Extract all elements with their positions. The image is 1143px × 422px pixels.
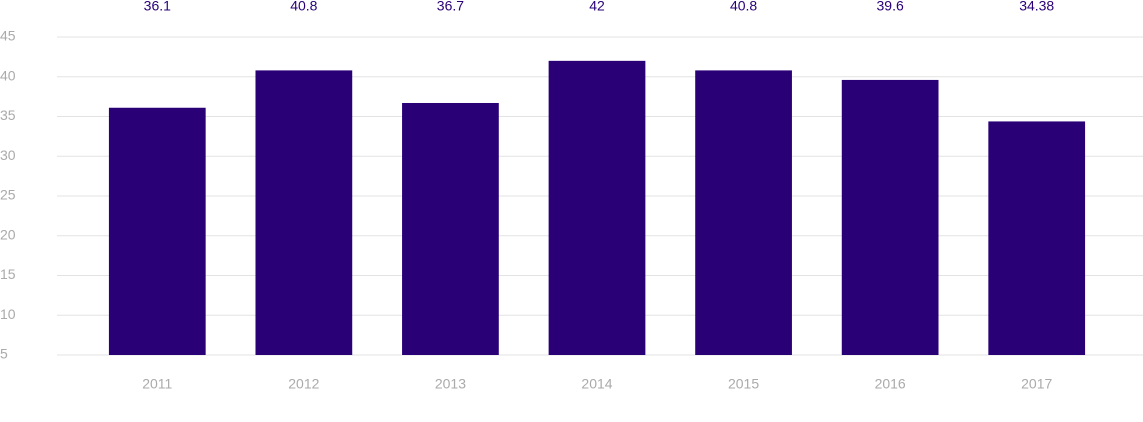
bar bbox=[548, 60, 646, 355]
x-tick-label: 2016 bbox=[875, 376, 906, 392]
value-label: 40.8 bbox=[290, 0, 317, 14]
bar bbox=[988, 121, 1086, 355]
bar bbox=[255, 70, 353, 355]
value-label: 42 bbox=[589, 0, 605, 14]
value-label: 36.1 bbox=[144, 0, 171, 14]
x-tick-label: 2013 bbox=[435, 376, 466, 392]
y-tick-label: 15 bbox=[0, 266, 16, 282]
x-tick-label: 2012 bbox=[288, 376, 319, 392]
y-tick-label: 10 bbox=[0, 306, 16, 322]
bar bbox=[108, 107, 206, 355]
value-label: 36.7 bbox=[437, 0, 464, 14]
x-tick-label: 2017 bbox=[1021, 376, 1052, 392]
x-tick-label: 2011 bbox=[142, 376, 172, 392]
y-tick-label: 45 bbox=[0, 28, 16, 44]
bar bbox=[402, 102, 499, 355]
y-tick-label: 30 bbox=[0, 147, 16, 163]
bar bbox=[841, 79, 939, 356]
x-tick-label: 2014 bbox=[581, 376, 612, 392]
value-label: 34.38 bbox=[1019, 0, 1054, 14]
y-tick-label: 25 bbox=[0, 187, 16, 203]
y-tick-label: 40 bbox=[0, 67, 16, 83]
y-tick-label: 5 bbox=[0, 346, 8, 362]
x-tick-label: 2015 bbox=[728, 376, 759, 392]
value-label: 39.6 bbox=[877, 0, 904, 14]
y-tick-label: 20 bbox=[0, 226, 16, 242]
value-label: 40.8 bbox=[730, 0, 757, 14]
y-tick-label: 35 bbox=[0, 107, 16, 123]
bar bbox=[695, 70, 792, 355]
